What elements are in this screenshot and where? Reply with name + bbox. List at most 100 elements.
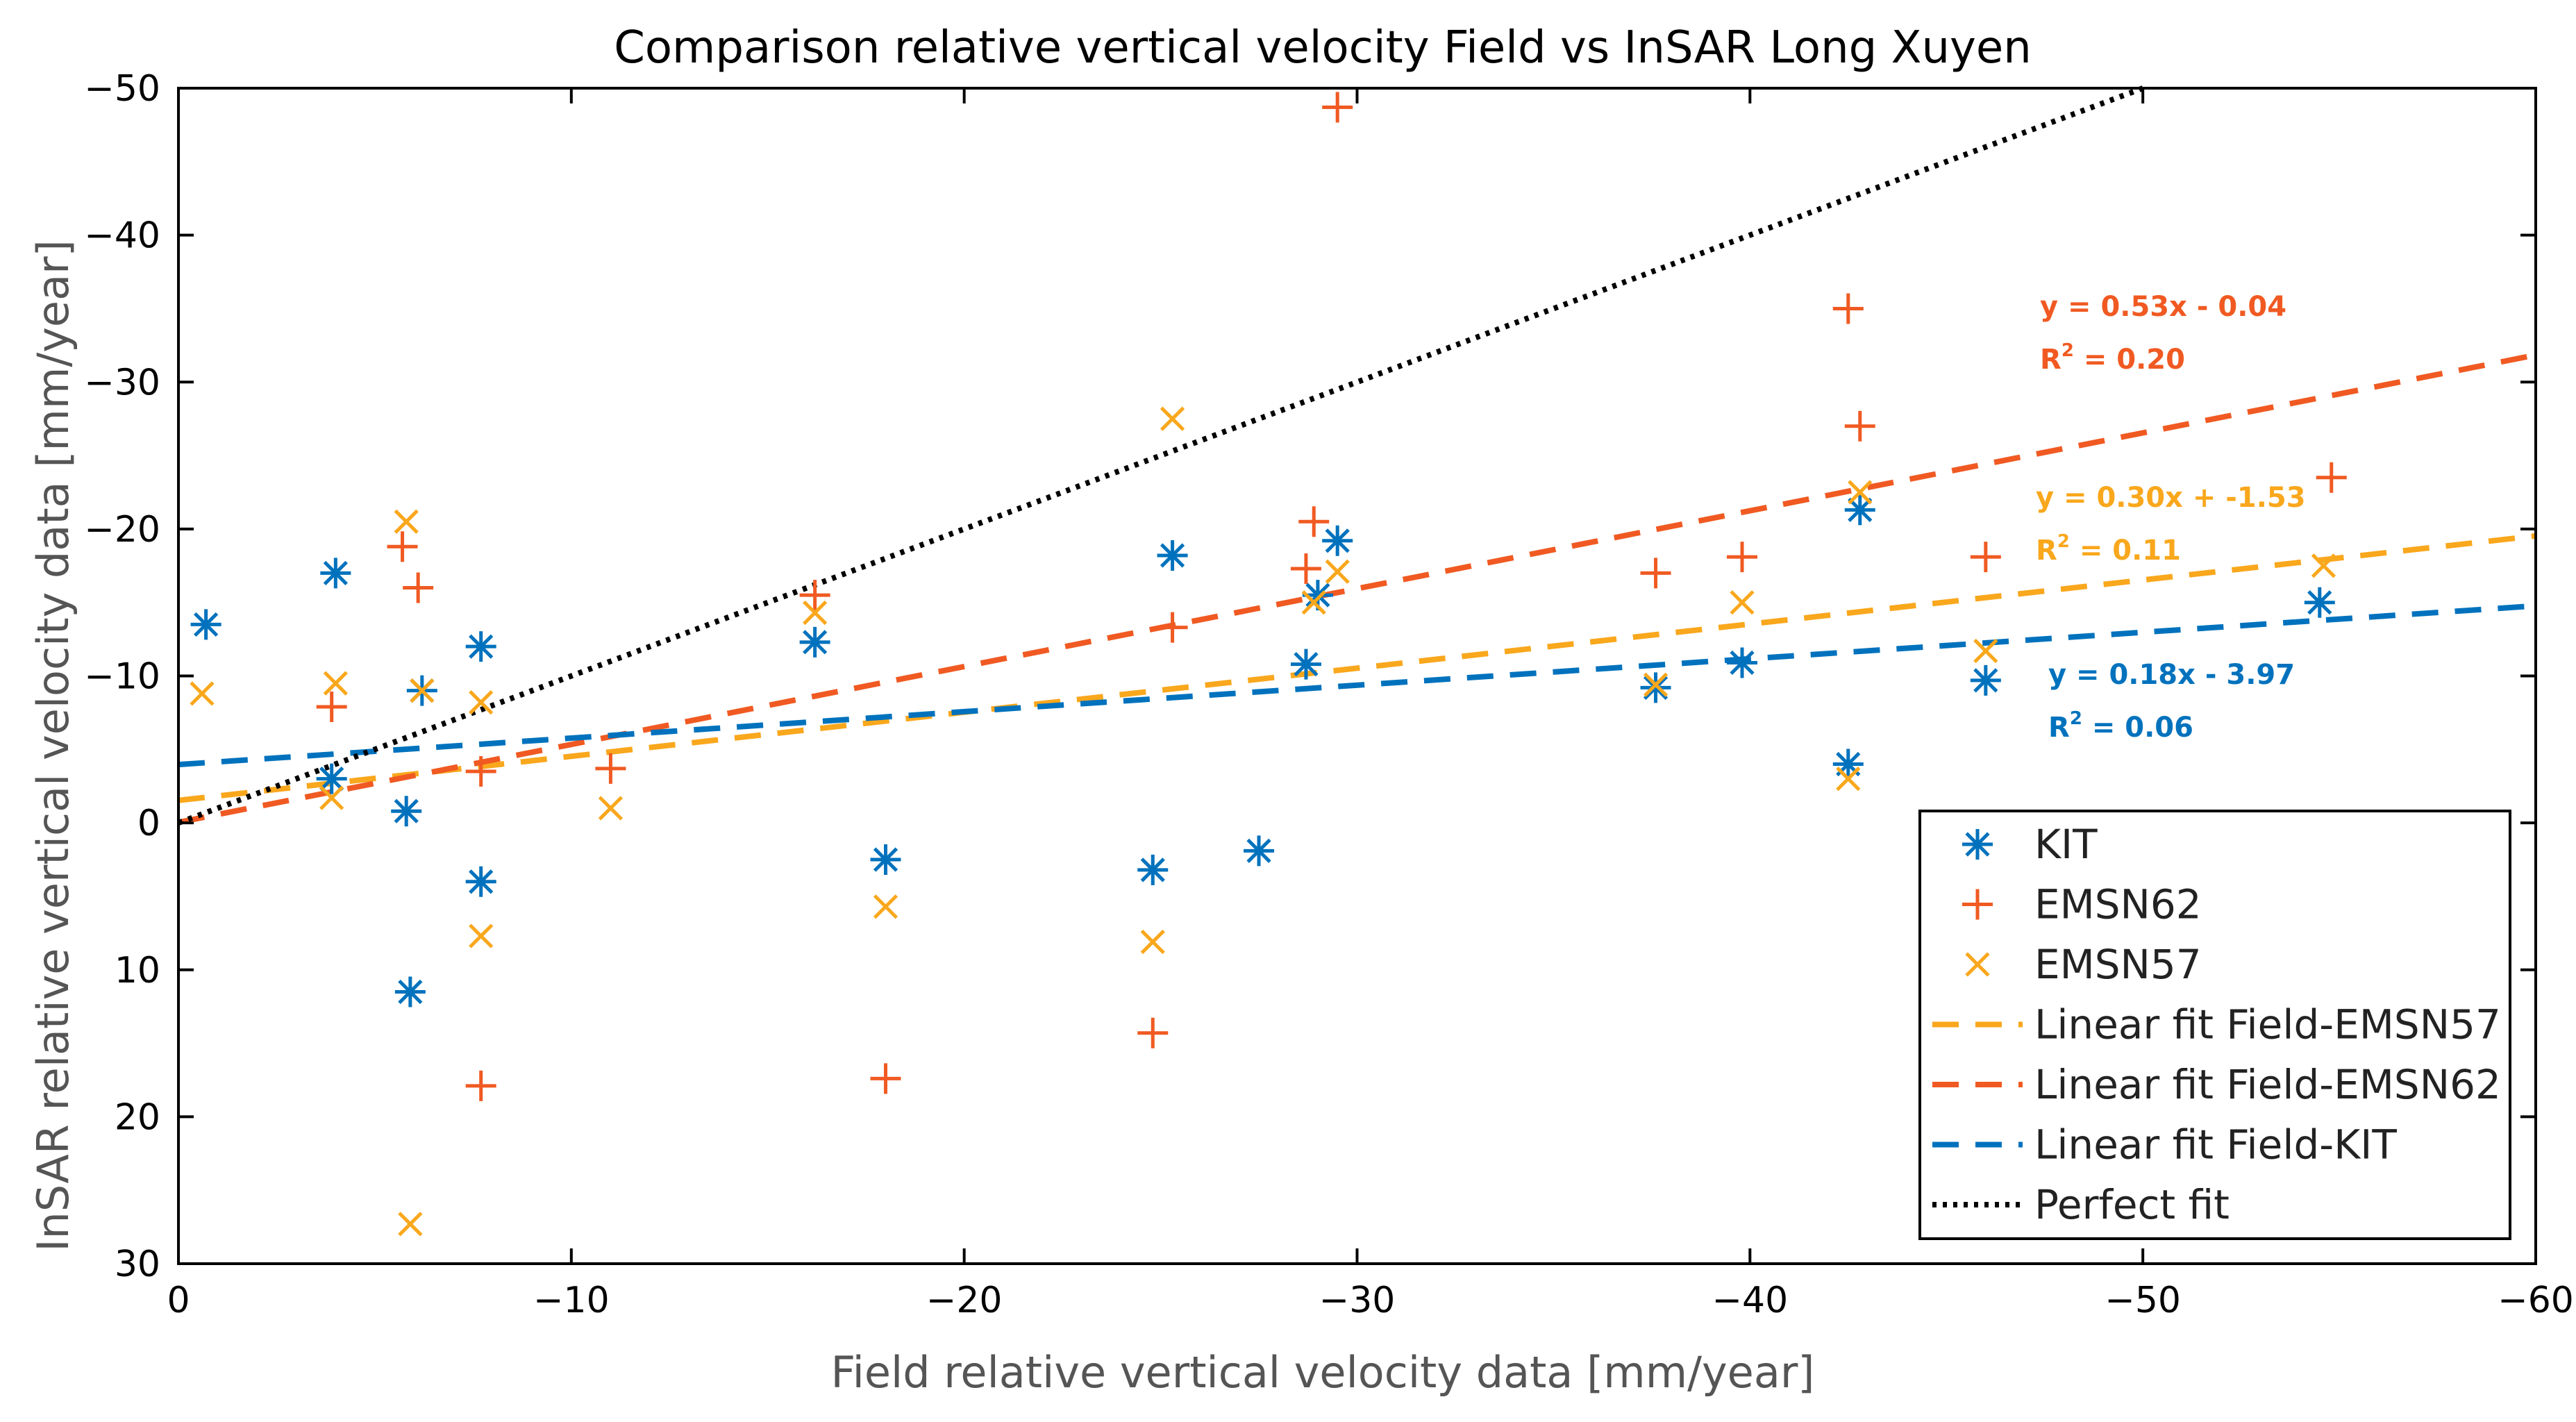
point-emsn57-16 xyxy=(1730,590,1755,615)
fit-line-2 xyxy=(178,603,2536,768)
point-emsn57-10 xyxy=(873,894,898,919)
fit-line-0 xyxy=(178,533,2536,803)
fit-r2-exponent-1: 2 xyxy=(2061,340,2074,361)
legend-label-3: Linear fit Field-EMSN57 xyxy=(2034,1001,2501,1048)
point-kit-14-stroke xyxy=(1305,583,1330,608)
y-tick-label-8: 30 xyxy=(115,1244,160,1285)
point-kit-12-stroke xyxy=(1246,838,1271,863)
point-emsn62-4 xyxy=(465,1070,496,1101)
legend-label-2: EMSN57 xyxy=(2034,941,2202,988)
point-emsn57-15 xyxy=(1643,672,1668,697)
point-emsn62-5 xyxy=(595,753,626,784)
point-emsn62-0 xyxy=(316,691,347,722)
point-emsn57-6 xyxy=(469,689,494,715)
point-emsn62-16 xyxy=(1844,410,1875,442)
legend-label-6: Perfect fit xyxy=(2034,1181,2230,1228)
point-emsn57-6-stroke xyxy=(469,689,494,715)
point-emsn57-13 xyxy=(1301,590,1326,615)
point-kit-4-stroke xyxy=(398,979,423,1005)
point-emsn57-12 xyxy=(1160,406,1185,431)
point-emsn57-5-stroke xyxy=(410,678,435,703)
point-kit-12 xyxy=(1244,835,1275,867)
point-emsn62-14 xyxy=(1727,542,1758,573)
point-kit-2 xyxy=(316,763,347,794)
point-kit-17 xyxy=(1727,647,1758,678)
point-emsn57-3 xyxy=(394,509,419,534)
axis-ticks-layer: 0 −10 −20 −30 −40 −50 −60 −50 −40 −30 −20 −10 0 10 20 3… xyxy=(84,68,2574,1321)
point-kit-7 xyxy=(465,866,496,897)
y-tick-label-1: −40 xyxy=(84,215,160,257)
x-tick-label-2: −20 xyxy=(926,1280,1003,1321)
y-tick-label-5: 0 xyxy=(137,803,160,844)
point-kit-11 xyxy=(1157,539,1188,571)
x-tick-label-5: −50 xyxy=(2105,1280,2181,1321)
point-kit-2-stroke xyxy=(319,767,344,792)
point-emsn57-2 xyxy=(323,671,348,696)
point-kit-11-stroke xyxy=(1160,543,1185,568)
point-emsn62-13 xyxy=(1640,558,1671,589)
point-kit-16-stroke xyxy=(1643,675,1668,701)
point-emsn62-18 xyxy=(2316,462,2347,493)
point-emsn57-9-stroke xyxy=(803,600,828,626)
point-kit-9-stroke xyxy=(873,847,898,872)
fit-equation-2: y = 0.18x - 3.97 xyxy=(2048,659,2295,691)
point-emsn57-20 xyxy=(2311,553,2336,578)
x-tick-label-0: 0 xyxy=(167,1280,190,1321)
point-emsn57-11 xyxy=(1140,929,1165,955)
point-emsn57-4 xyxy=(398,1212,423,1237)
point-emsn57-17 xyxy=(1836,767,1861,792)
point-kit-0-stroke xyxy=(194,612,219,637)
markers-layer xyxy=(190,92,2347,1237)
point-kit-19 xyxy=(1844,494,1875,526)
point-kit-8 xyxy=(799,626,830,658)
point-emsn57-16-stroke xyxy=(1730,590,1755,615)
point-emsn57-8 xyxy=(598,796,624,821)
point-kit-17-stroke xyxy=(1730,650,1755,676)
point-kit-21-stroke xyxy=(2307,590,2332,615)
fit-r2-label-0: R xyxy=(2036,535,2057,567)
point-kit-4 xyxy=(394,976,426,1007)
y-tick-label-0: −50 xyxy=(84,68,160,110)
point-kit-10-stroke xyxy=(1140,858,1165,883)
point-emsn62-10 xyxy=(1290,553,1321,585)
point-emsn57-19-stroke xyxy=(1973,638,1998,664)
x-tick-label-4: −40 xyxy=(1712,1280,1788,1321)
fit-r2-1: R2 = 0.20 xyxy=(2040,340,2185,376)
point-emsn62-9 xyxy=(1157,612,1188,643)
point-emsn62-3 xyxy=(465,756,496,787)
point-emsn57-8-stroke xyxy=(598,796,624,821)
point-emsn62-12 xyxy=(1322,92,1353,123)
point-emsn57-14 xyxy=(1325,559,1350,584)
legend: KIT EMSN62 EMSN57 Linear fit Field-EMSN57 Li… xyxy=(1918,810,2511,1240)
point-kit-13 xyxy=(1290,649,1321,680)
point-emsn57-7 xyxy=(469,923,494,948)
point-emsn62-15 xyxy=(1832,293,1864,324)
point-emsn62-11 xyxy=(1298,506,1330,537)
point-emsn57-13-stroke xyxy=(1301,590,1326,615)
fit-line-1 xyxy=(178,352,2536,826)
y-tick-label-3: −20 xyxy=(84,509,160,551)
point-emsn57-11-stroke xyxy=(1140,929,1165,955)
legend-box xyxy=(1918,810,2511,1240)
point-emsn57-1-stroke xyxy=(319,785,344,810)
point-emsn57-10-stroke xyxy=(873,894,898,919)
point-kit-1-stroke xyxy=(323,560,348,585)
point-emsn57-1 xyxy=(319,785,344,810)
legend-marker-2-stroke xyxy=(1965,952,1990,977)
y-tick-label-7: 20 xyxy=(115,1096,160,1138)
point-emsn57-0-stroke xyxy=(190,681,215,706)
legend-marker-0 xyxy=(1962,829,1993,860)
point-emsn57-4-stroke xyxy=(398,1212,423,1237)
point-kit-16 xyxy=(1640,672,1671,703)
legend-label-0: KIT xyxy=(2034,821,2098,868)
legend-label-5: Linear fit Field-KIT xyxy=(2034,1121,2397,1169)
y-axis-title: InSAR relative vertical velocity data [m… xyxy=(28,240,78,1251)
chart-title: Comparison relative vertical velocity Fi… xyxy=(614,22,2032,74)
point-emsn57-2-stroke xyxy=(323,671,348,696)
point-kit-3 xyxy=(391,796,422,827)
fit-r2-value-0: = 0.11 xyxy=(2070,535,2181,567)
legend-marker-2 xyxy=(1965,952,1990,977)
x-tick-label-3: −30 xyxy=(1319,1280,1396,1321)
